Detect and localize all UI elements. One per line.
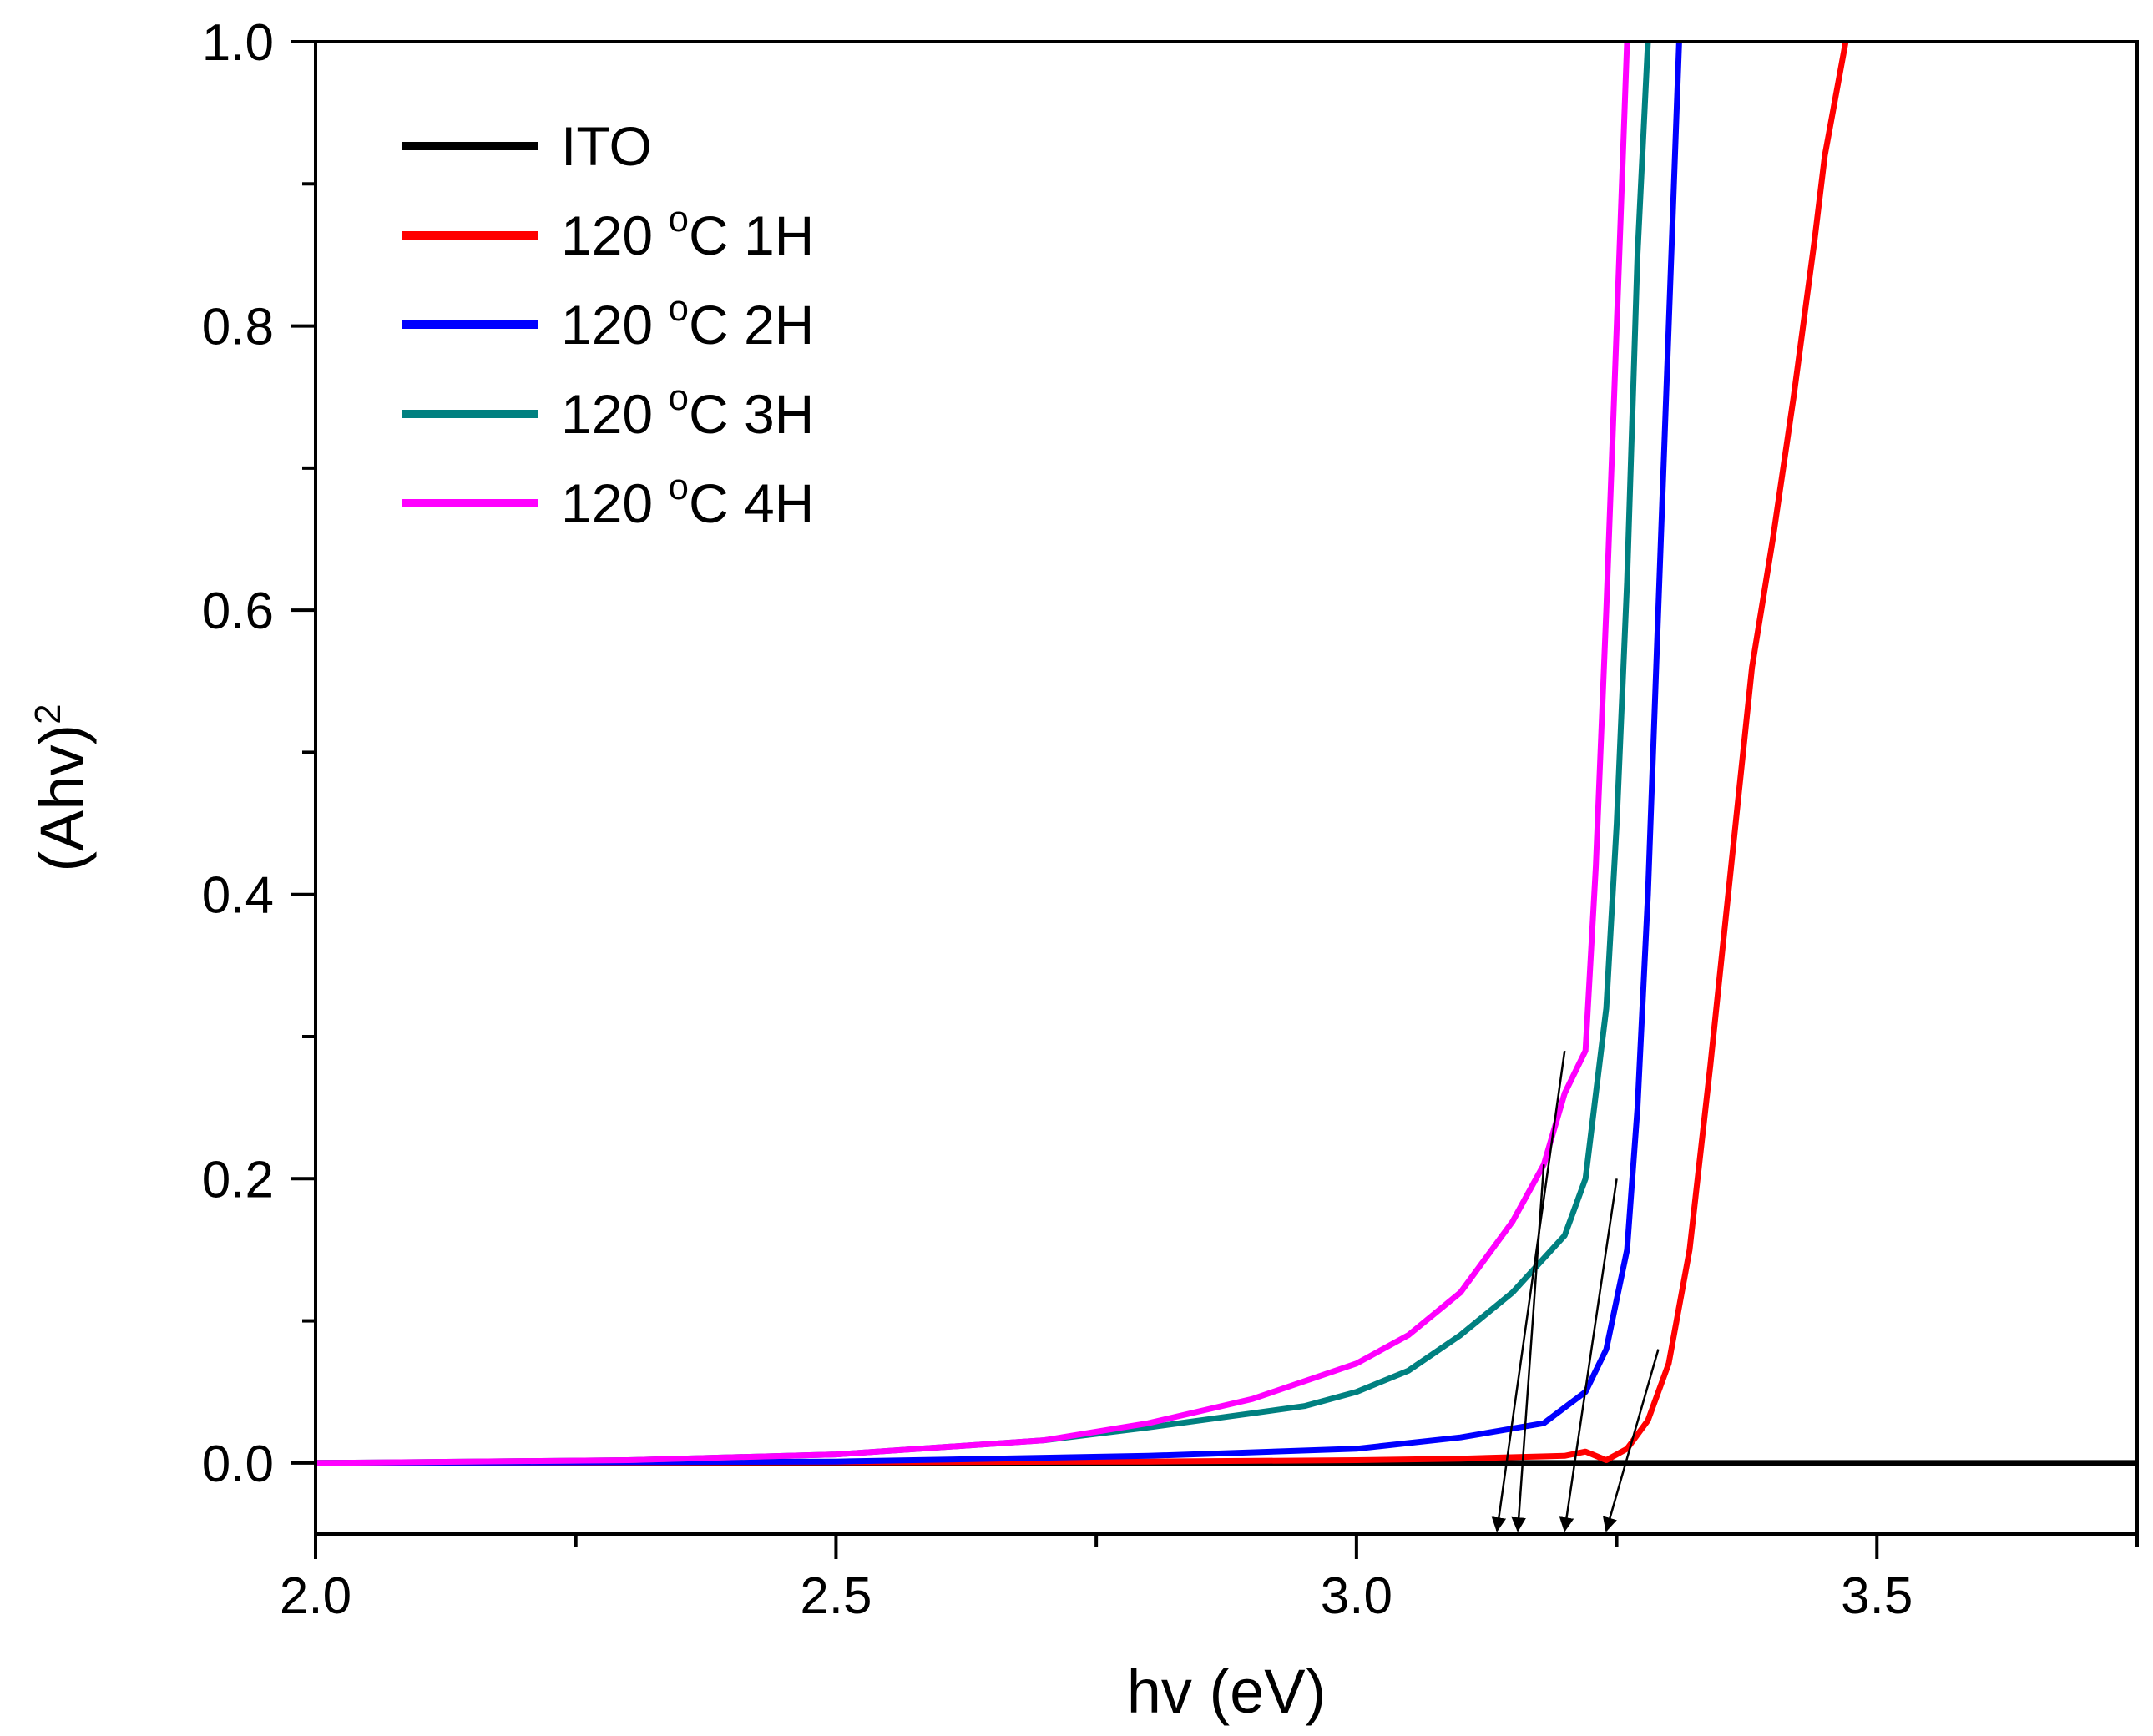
- y-tick-label-4: 0.8: [202, 299, 274, 356]
- legend-label-degree: o: [668, 377, 688, 418]
- tangent-arrow-1: [1511, 1164, 1545, 1532]
- y-axis-title-superscript: 2: [28, 704, 68, 724]
- x-axis-title: hv (eV): [1127, 1657, 1327, 1726]
- legend-label-1: 120 oC 1H: [561, 199, 814, 266]
- series-line-3: [316, 42, 1651, 1466]
- y-axis-title: (Ahv)2: [28, 704, 97, 871]
- legend-label-4: 120 oC 4H: [561, 467, 814, 534]
- legend-label-degree: o: [668, 288, 688, 329]
- legend-label-text: C 3H: [689, 383, 814, 445]
- legend-label-3: 120 oC 3H: [561, 377, 814, 445]
- series-line-2: [316, 42, 1682, 1466]
- x-axis-title-text: hv (eV): [1127, 1657, 1327, 1726]
- legend-label-text: 120: [561, 383, 668, 445]
- legend-label-text: 120: [561, 472, 668, 534]
- plot-frame: [314, 40, 2139, 1536]
- legend-label-text: ITO: [561, 115, 652, 177]
- legend-label-text: 120: [561, 294, 668, 356]
- tangent-arrow-2: [1559, 1178, 1618, 1532]
- tangent-arrow-3: [1603, 1349, 1660, 1532]
- legend-label-0: ITO: [561, 115, 652, 177]
- legend-label-text: C 2H: [689, 294, 814, 356]
- legend-label-text: C 4H: [689, 472, 814, 534]
- x-tick-label-0: 2.0: [280, 1567, 351, 1625]
- y-tick-label-0: 0.0: [202, 1436, 274, 1493]
- y-tick-label-3: 0.6: [202, 583, 274, 640]
- series-group: [316, 42, 2137, 1466]
- x-tick-label-2: 3.0: [1321, 1567, 1392, 1625]
- tangent-arrow-0: [1491, 1050, 1566, 1532]
- y-tick-label-1: 0.2: [202, 1151, 274, 1209]
- legend-label-text: 120: [561, 204, 668, 266]
- series-line-1: [316, 42, 1849, 1466]
- legend-label-text: C 1H: [689, 204, 814, 266]
- series-line-4: [316, 42, 1630, 1466]
- x-tick-label-1: 2.5: [800, 1567, 872, 1625]
- x-tick-label-3: 3.5: [1841, 1567, 1913, 1625]
- y-axis-title-text: (Ahv): [28, 724, 97, 872]
- legend-label-degree: o: [668, 199, 688, 240]
- y-tick-label-2: 0.4: [202, 867, 274, 925]
- legend-label-2: 120 oC 2H: [561, 288, 814, 356]
- y-tick-label-5: 1.0: [202, 14, 274, 72]
- legend-label-degree: o: [668, 467, 688, 507]
